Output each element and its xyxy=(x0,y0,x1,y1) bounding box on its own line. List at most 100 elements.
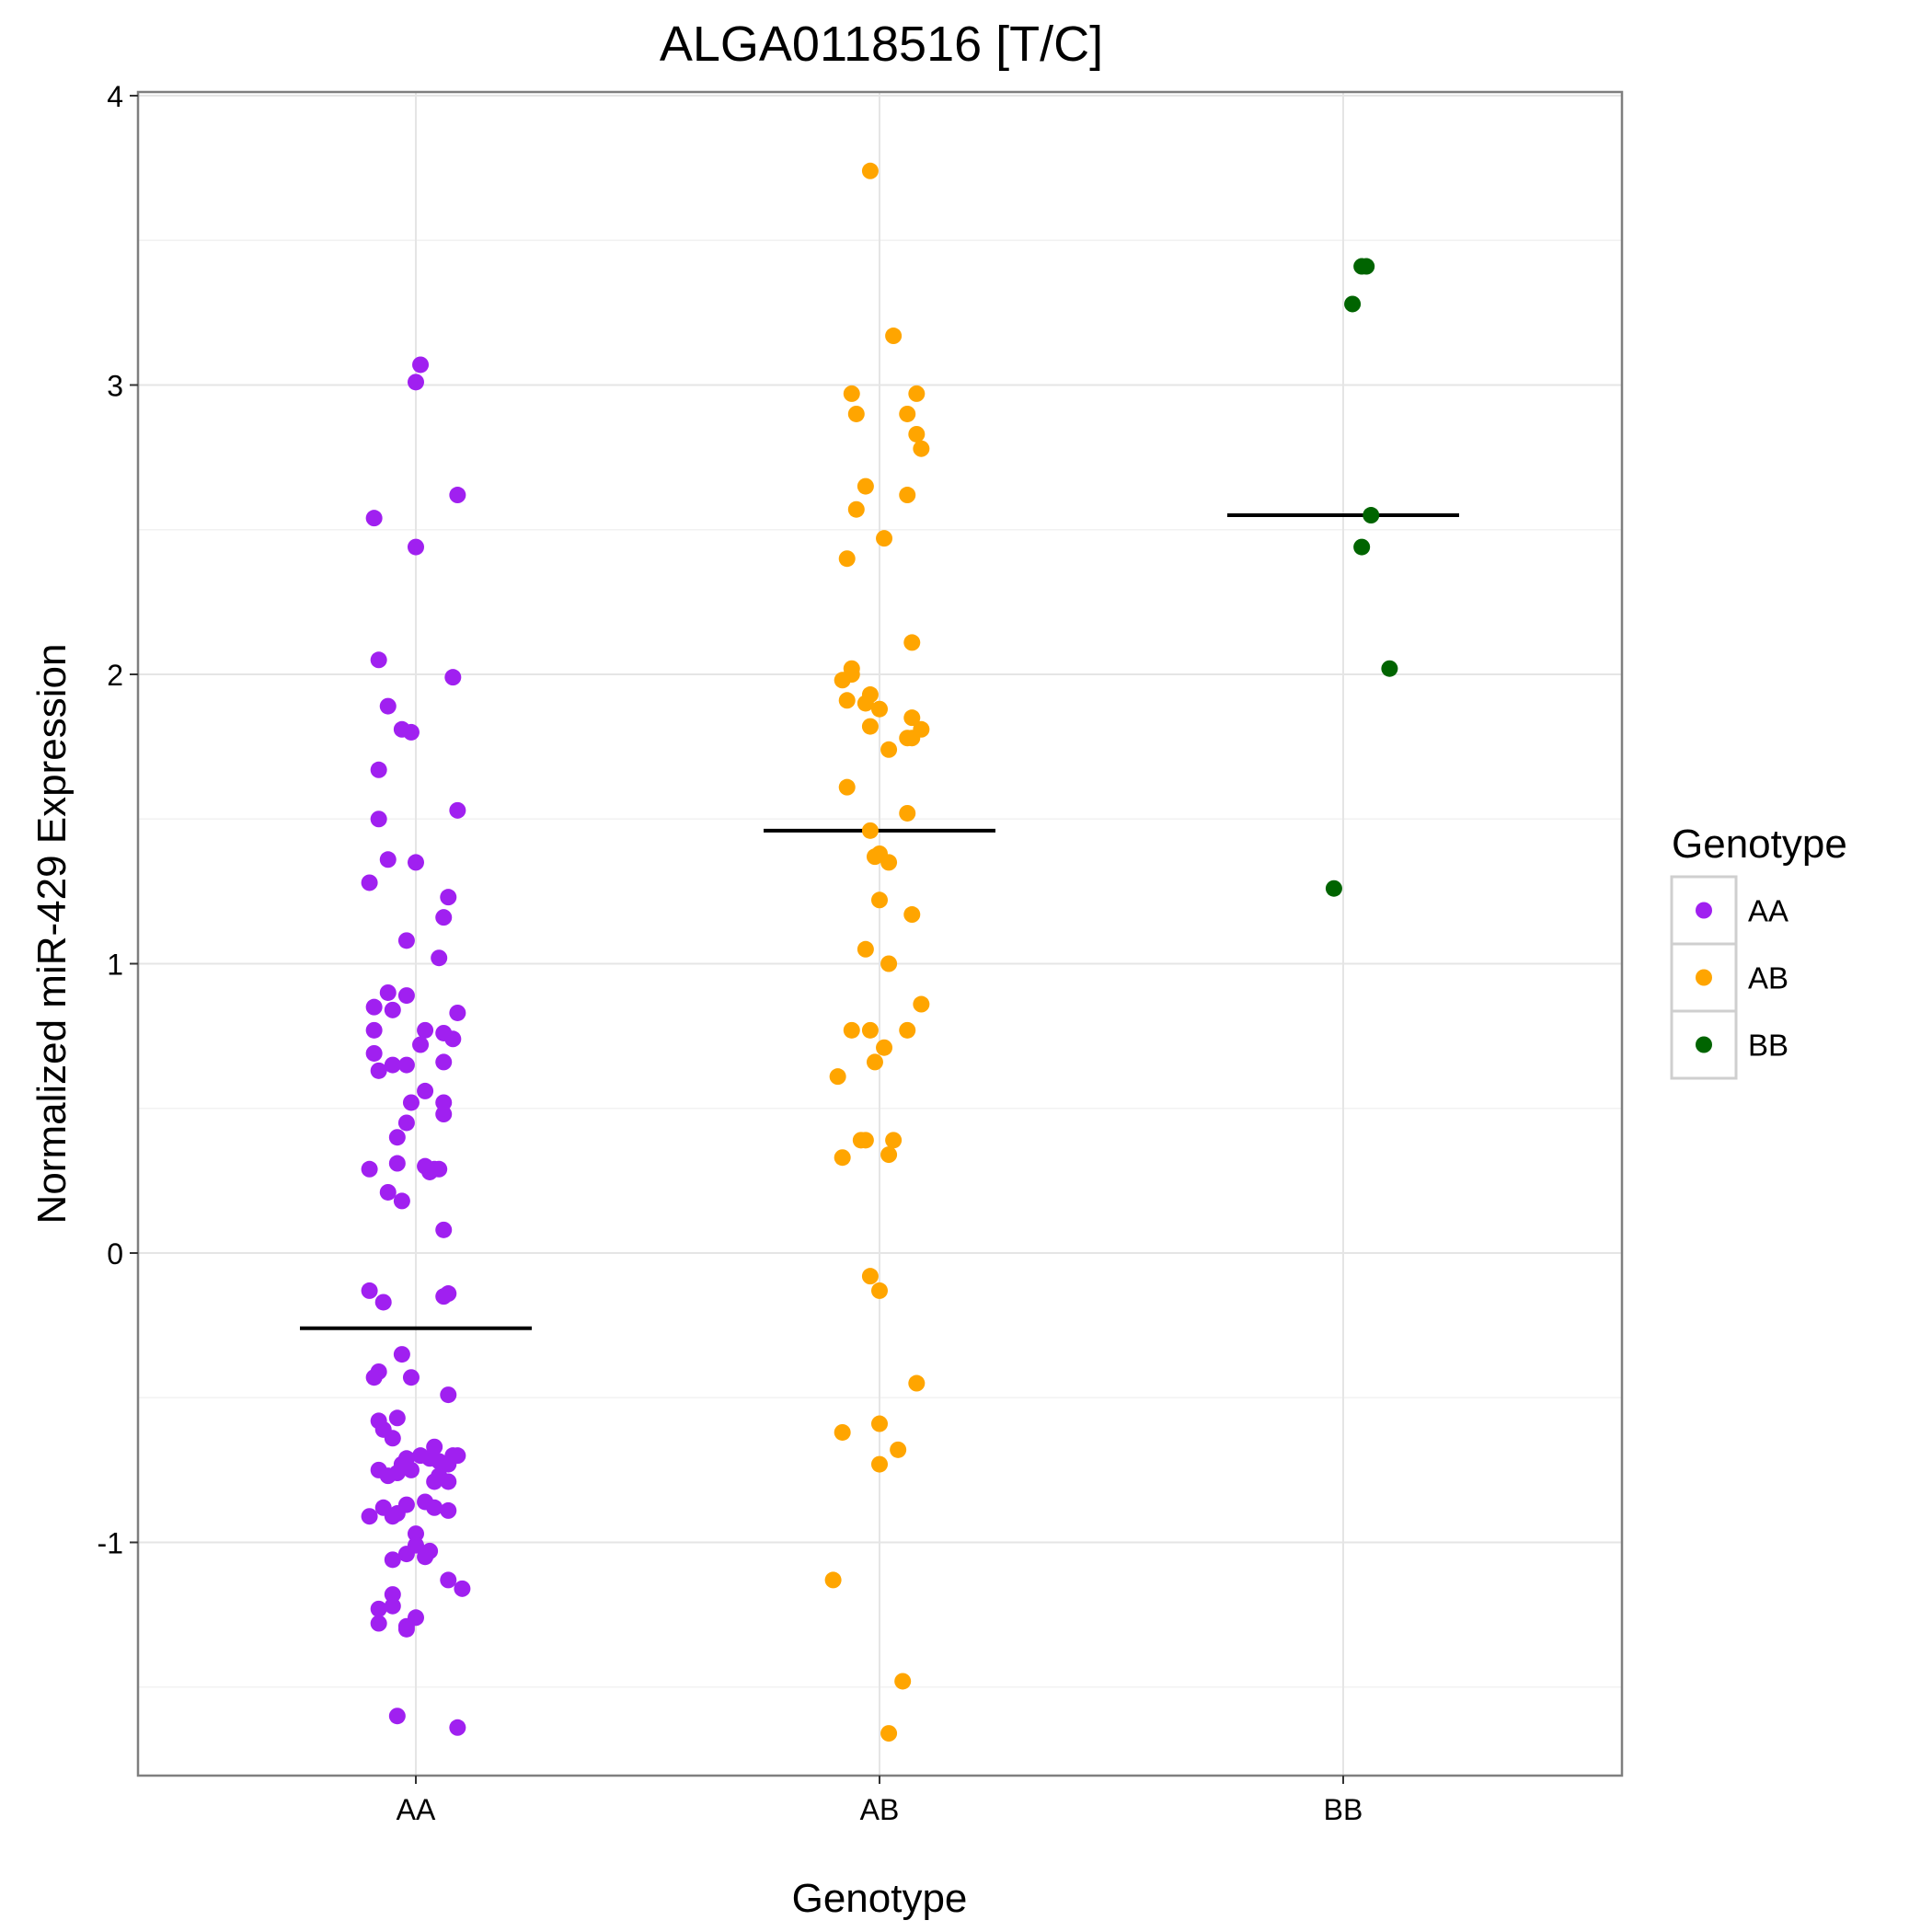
data-point xyxy=(444,1030,462,1048)
data-point xyxy=(880,741,898,758)
data-point xyxy=(408,374,424,391)
data-point xyxy=(903,730,921,747)
legend-title: Genotype xyxy=(1672,822,1847,867)
y-tick-label: 0 xyxy=(107,1237,123,1271)
y-axis-title: Normalized miR-429 Expression xyxy=(29,644,75,1225)
data-point xyxy=(397,1056,415,1074)
data-point xyxy=(1358,258,1375,275)
data-point xyxy=(435,909,453,926)
data-point xyxy=(408,854,424,871)
data-point xyxy=(435,1094,453,1111)
data-point xyxy=(440,1455,457,1473)
data-point xyxy=(393,1346,410,1363)
data-point xyxy=(843,1021,860,1039)
data-point xyxy=(899,405,916,422)
data-point xyxy=(397,1114,415,1132)
data-point xyxy=(426,1473,443,1490)
data-point xyxy=(834,1149,851,1167)
data-point xyxy=(871,891,888,909)
data-point xyxy=(365,998,383,1016)
data-point xyxy=(402,1094,420,1111)
data-point xyxy=(440,889,457,906)
data-point xyxy=(908,1374,926,1392)
data-point xyxy=(847,500,865,518)
x-tick-label: AA xyxy=(397,1793,436,1826)
data-point xyxy=(388,1409,406,1427)
data-point xyxy=(880,854,898,871)
data-point xyxy=(384,1586,401,1604)
data-point xyxy=(847,405,865,422)
data-point xyxy=(1363,507,1380,524)
data-point xyxy=(379,1183,397,1201)
data-point xyxy=(871,1455,888,1473)
data-point xyxy=(913,995,930,1013)
data-point xyxy=(393,1192,410,1210)
data-point xyxy=(408,538,424,556)
legend-label: AB xyxy=(1748,961,1788,995)
data-point xyxy=(838,550,856,568)
data-point xyxy=(866,848,883,866)
legend-swatch xyxy=(1696,1036,1712,1053)
data-point xyxy=(861,1268,879,1285)
data-point xyxy=(370,1600,387,1617)
gridlines xyxy=(138,92,1622,1776)
data-point xyxy=(361,1160,378,1178)
data-point xyxy=(365,1044,383,1062)
data-point xyxy=(370,651,387,669)
data-point xyxy=(838,778,856,796)
y-tick-label: 3 xyxy=(107,370,123,403)
data-point xyxy=(370,1615,387,1632)
data-point xyxy=(421,1163,439,1180)
data-point xyxy=(899,1021,916,1039)
data-point xyxy=(449,801,466,819)
data-point xyxy=(384,1508,401,1525)
data-point xyxy=(417,1082,434,1099)
data-point xyxy=(903,634,921,651)
y-tick-label: 1 xyxy=(107,949,123,982)
legend-swatch xyxy=(1696,969,1712,986)
median-lines xyxy=(300,513,1459,1330)
data-point xyxy=(440,1501,457,1519)
y-tick-label: -1 xyxy=(98,1527,123,1560)
data-point xyxy=(834,672,851,689)
data-point xyxy=(903,709,921,727)
data-point xyxy=(861,822,879,839)
data-point xyxy=(435,1221,453,1238)
data-point xyxy=(365,1021,383,1039)
data-point xyxy=(880,955,898,972)
data-point xyxy=(408,1525,424,1543)
data-point xyxy=(866,1053,883,1071)
y-axis: -1 0 1 2 3 4 xyxy=(98,80,138,1560)
data-point xyxy=(361,1508,378,1525)
data-point xyxy=(861,162,879,179)
data-point xyxy=(402,1461,420,1478)
data-point xyxy=(857,477,874,495)
data-point xyxy=(431,949,448,967)
data-point xyxy=(824,1571,842,1589)
data-point xyxy=(361,1282,378,1299)
data-point xyxy=(876,1039,893,1056)
data-point xyxy=(417,1548,434,1566)
data-point xyxy=(379,851,397,868)
data-point xyxy=(412,356,430,374)
data-point xyxy=(449,1004,466,1021)
data-point xyxy=(379,1467,397,1485)
data-point xyxy=(838,692,856,709)
data-point xyxy=(374,1294,392,1311)
data-point xyxy=(435,1053,453,1071)
legend-swatch xyxy=(1696,902,1712,919)
data-point xyxy=(402,1369,420,1386)
chart-title: ALGA0118516 [T/C] xyxy=(660,17,1103,72)
x-axis: AA AB BB xyxy=(397,1776,1363,1826)
data-point xyxy=(913,440,930,457)
legend-label: AA xyxy=(1748,894,1788,928)
data-point xyxy=(880,1146,898,1164)
x-tick-label: AB xyxy=(860,1793,900,1826)
data-point xyxy=(370,761,387,778)
data-point xyxy=(388,1708,406,1725)
data-point xyxy=(1325,880,1342,897)
data-point xyxy=(397,932,415,949)
data-point xyxy=(861,1021,879,1039)
data-point xyxy=(1353,538,1371,556)
data-point xyxy=(885,328,903,345)
